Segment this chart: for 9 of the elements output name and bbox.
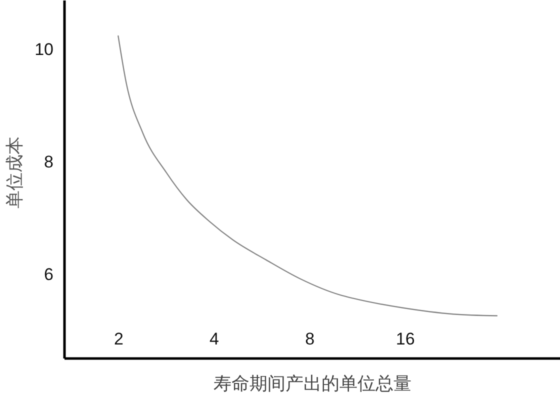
x-tick-label: 16 [396, 330, 415, 348]
x-axis-title: 寿命期间产出的单位总量 [214, 374, 412, 394]
y-tick-label: 6 [44, 265, 54, 284]
y-tick-label: 8 [44, 152, 54, 172]
x-tick-label: 4 [210, 330, 219, 348]
x-tick-label: 8 [305, 330, 315, 348]
y-axis-title: 单位成本 [4, 136, 24, 208]
x-tick-label: 2 [114, 330, 124, 348]
y-tick-label: 10 [34, 40, 54, 60]
